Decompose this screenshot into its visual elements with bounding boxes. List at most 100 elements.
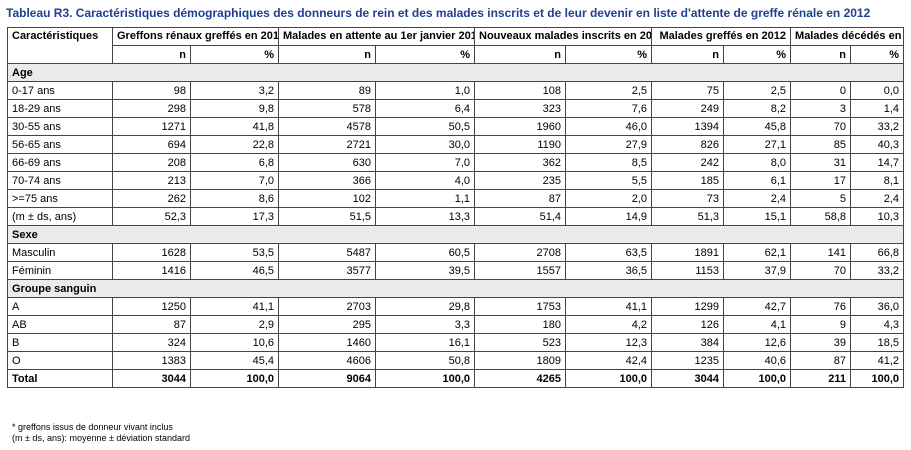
row-label: 66-69 ans bbox=[7, 153, 113, 172]
cell-percent: 46,0 bbox=[564, 117, 653, 136]
section-header-row: Sexe bbox=[6, 225, 905, 244]
cell-count: 4606 bbox=[278, 351, 376, 370]
cell-percent: 4,2 bbox=[564, 315, 653, 334]
cell-percent: 100,0 bbox=[850, 369, 905, 388]
table-row: A 1250 41,1 2703 29,8 1753 41,1 1299 42,7 76 36,0 bbox=[7, 297, 905, 316]
table-row: 30-55 ans 1271 41,8 4578 50,5 1960 46,0 1394 45,… bbox=[7, 117, 905, 136]
cell-percent: 12,6 bbox=[723, 333, 792, 352]
table-row: Féminin 1416 46,5 3577 39,5 1557 36,5 1153 37,9 7… bbox=[7, 261, 905, 280]
cell-count: 366 bbox=[278, 171, 376, 190]
cell-count: 9 bbox=[790, 315, 852, 334]
cell-percent: 15,1 bbox=[723, 207, 792, 226]
cell-count: 249 bbox=[651, 99, 725, 118]
cell-percent: 40,6 bbox=[723, 351, 792, 370]
table-row: Masculin 1628 53,5 5487 60,5 2708 63,5 1891 62,1… bbox=[7, 243, 905, 262]
cell-percent: 1,4 bbox=[850, 99, 905, 118]
cell-percent: 7,0 bbox=[190, 171, 279, 190]
cell-count: 3044 bbox=[651, 369, 725, 388]
cell-percent: 41,2 bbox=[850, 351, 905, 370]
cell-percent: 8,6 bbox=[190, 189, 279, 208]
cell-count: 242 bbox=[651, 153, 725, 172]
cell-count: 108 bbox=[474, 81, 566, 100]
cell-percent: 0,0 bbox=[850, 81, 905, 100]
cell-count: 324 bbox=[112, 333, 191, 352]
cell-percent: 16,1 bbox=[375, 333, 475, 352]
cell-count: 630 bbox=[278, 153, 376, 172]
cell-percent: 8,5 bbox=[564, 153, 653, 172]
data-table: Caractéristiques Greffons rénaux greffés… bbox=[6, 27, 905, 388]
cell-percent: 1,1 bbox=[375, 189, 475, 208]
cell-percent: 63,5 bbox=[564, 243, 653, 262]
cell-count: 1891 bbox=[651, 243, 725, 262]
cell-percent: 41,1 bbox=[190, 297, 279, 316]
cell-percent: 2,5 bbox=[564, 81, 653, 100]
total-row: Total 3044 100,0 9064 100,0 4265 100,0 3044 100,… bbox=[7, 369, 905, 388]
cell-count: 1394 bbox=[651, 117, 725, 136]
cell-count: 5487 bbox=[278, 243, 376, 262]
cell-percent: 6,4 bbox=[375, 99, 475, 118]
cell-percent: 7,6 bbox=[564, 99, 653, 118]
subheader-row: n% n% n% n% n% bbox=[8, 45, 905, 64]
cell-percent: 39,5 bbox=[375, 261, 475, 280]
subheader-percent: % bbox=[850, 45, 905, 64]
header-group-waiting: Malades en attente au 1er janvier 2012 bbox=[278, 27, 475, 46]
cell-count: 1809 bbox=[474, 351, 566, 370]
row-label: 70-74 ans bbox=[7, 171, 113, 190]
cell-count: 578 bbox=[278, 99, 376, 118]
cell-count: 1753 bbox=[474, 297, 566, 316]
cell-percent: 3,2 bbox=[190, 81, 279, 100]
cell-percent: 4,1 bbox=[723, 315, 792, 334]
cell-count: 87 bbox=[790, 351, 852, 370]
cell-percent: 2,0 bbox=[564, 189, 653, 208]
cell-percent: 45,4 bbox=[190, 351, 279, 370]
cell-count: 1416 bbox=[112, 261, 191, 280]
cell-count: 262 bbox=[112, 189, 191, 208]
cell-percent: 10,6 bbox=[190, 333, 279, 352]
cell-count: 9064 bbox=[278, 369, 376, 388]
row-label: 0-17 ans bbox=[7, 81, 113, 100]
cell-percent: 27,9 bbox=[564, 135, 653, 154]
cell-percent: 36,0 bbox=[850, 297, 905, 316]
cell-count: 51,5 bbox=[278, 207, 376, 226]
subheader-percent: % bbox=[564, 45, 653, 64]
cell-count: 1299 bbox=[651, 297, 725, 316]
cell-percent: 8,1 bbox=[850, 171, 905, 190]
table-body: Age 0-17 ans 98 3,2 89 1,0 108 2,5 75 2,5 0 0,0 18-2… bbox=[6, 63, 905, 388]
cell-percent: 36,5 bbox=[564, 261, 653, 280]
section-title: Groupe sanguin bbox=[6, 279, 905, 298]
cell-percent: 41,1 bbox=[564, 297, 653, 316]
cell-count: 211 bbox=[790, 369, 852, 388]
row-label: AB bbox=[7, 315, 113, 334]
cell-percent: 9,8 bbox=[190, 99, 279, 118]
row-label: (m ± ds, ans) bbox=[7, 207, 113, 226]
total-label: Total bbox=[7, 369, 113, 388]
cell-count: 3044 bbox=[112, 369, 191, 388]
cell-count: 31 bbox=[790, 153, 852, 172]
cell-percent: 100,0 bbox=[564, 369, 653, 388]
cell-count: 1190 bbox=[474, 135, 566, 154]
cell-percent: 4,0 bbox=[375, 171, 475, 190]
cell-count: 694 bbox=[112, 135, 191, 154]
cell-count: 126 bbox=[651, 315, 725, 334]
subheader-n: n bbox=[112, 45, 191, 64]
cell-count: 70 bbox=[790, 261, 852, 280]
cell-count: 2703 bbox=[278, 297, 376, 316]
cell-percent: 1,0 bbox=[375, 81, 475, 100]
header-group-new-registered: Nouveaux malades inscrits en 2012 bbox=[473, 27, 653, 46]
subheader-percent: % bbox=[723, 45, 792, 64]
cell-count: 1383 bbox=[112, 351, 191, 370]
cell-count: 39 bbox=[790, 333, 852, 352]
table-row: AB 87 2,9 295 3,3 180 4,2 126 4,1 9 4,3 bbox=[7, 315, 905, 334]
cell-percent: 22,8 bbox=[190, 135, 279, 154]
cell-percent: 33,2 bbox=[850, 261, 905, 280]
row-label: >=75 ans bbox=[7, 189, 113, 208]
cell-count: 5 bbox=[790, 189, 852, 208]
footnote-donor: * greffons issus de donneur vivant inclu… bbox=[12, 422, 173, 432]
table-row: (m ± ds, ans) 52,3 17,3 51,5 13,3 51,4 14,9 51,… bbox=[7, 207, 905, 226]
cell-count: 141 bbox=[790, 243, 852, 262]
cell-percent: 2,9 bbox=[190, 315, 279, 334]
cell-percent: 100,0 bbox=[375, 369, 475, 388]
row-label: Féminin bbox=[7, 261, 113, 280]
cell-count: 4578 bbox=[278, 117, 376, 136]
cell-percent: 40,3 bbox=[850, 135, 905, 154]
